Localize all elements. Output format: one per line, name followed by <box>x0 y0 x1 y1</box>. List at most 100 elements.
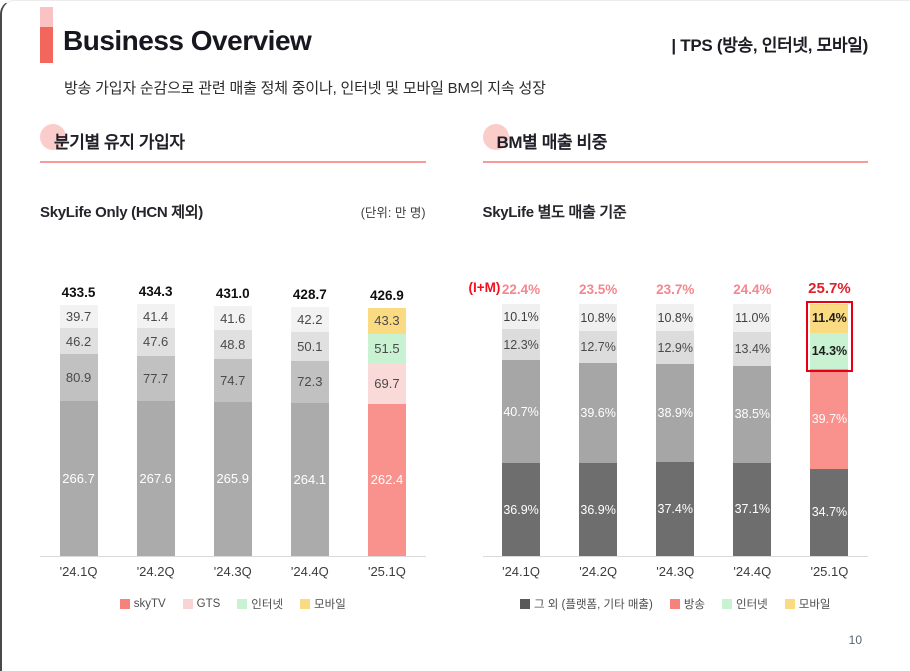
im-total-label: 23.5% <box>579 282 618 298</box>
legend-item: 방송 <box>669 596 706 612</box>
right-panel-revenue-mix: BM별 매출 비중 SkyLife 별도 매출 기준 (I+M) 22.4% 10.… <box>469 124 869 612</box>
bar-segment: 39.7% <box>810 368 849 469</box>
bar-segment: 12.9% <box>656 331 695 364</box>
bar-segment: 74.7 <box>213 358 252 402</box>
bar-column: 426.9 43.3 51.5 69.7 262.4 <box>348 278 425 556</box>
bar-segment: 11.0% <box>733 304 772 332</box>
section-bullet-circle <box>482 124 509 150</box>
stacked-bar: 41.6 48.8 74.7 265.9 <box>213 306 252 556</box>
legend-swatch <box>784 599 795 609</box>
bar-segment: 46.2 <box>59 327 98 355</box>
right-chart-subtitle: SkyLife 별도 매출 기준 <box>482 204 627 221</box>
stacked-bar: 43.3 51.5 69.7 262.4 <box>367 308 406 556</box>
right-sub-row: SkyLife 별도 매출 기준 <box>483 201 869 222</box>
bar-column: 22.4% 10.1% 12.3% 40.7% 36.9% <box>483 278 560 556</box>
page-title: Business Overview <box>63 25 312 56</box>
legend-label: 모바일 <box>314 599 346 611</box>
bar-column: 433.5 39.7 46.2 80.9 266.7 <box>40 278 117 556</box>
right-chart-legend: 그 외 (플랫폼, 기타 매출) 방송 인터넷 모바일 <box>483 596 869 612</box>
x-axis-label: '24.3Q <box>213 564 252 579</box>
x-axis-label: '24.4Q <box>733 564 772 579</box>
bar-segment: 80.9 <box>59 354 98 402</box>
bar-segment: 262.4 <box>367 403 406 556</box>
bar-segment: 48.8 <box>213 330 252 359</box>
bar-segment: 41.4 <box>136 304 175 329</box>
im-total-label: 23.7% <box>656 282 695 298</box>
bar-column: 24.4% 11.0% 13.4% 38.5% 37.1% <box>714 278 791 556</box>
legend-label: GTS <box>196 598 221 610</box>
bar-segment: 43.3 <box>367 308 406 334</box>
stacked-bar: 11.4% 14.3% 39.7% 34.7% <box>805 300 853 556</box>
bar-segment: 264.1 <box>290 402 329 556</box>
x-axis-label: '24.3Q <box>656 564 695 579</box>
bar-segment: 36.9% <box>502 463 541 556</box>
bar-column: 428.7 42.2 50.1 72.3 264.1 <box>271 278 348 556</box>
bar-segment: 267.6 <box>136 400 175 556</box>
bar-segment: 77.7 <box>136 355 175 401</box>
bar-total-label: 434.3 <box>138 284 173 300</box>
bar-segment: 47.6 <box>136 328 175 356</box>
stacked-bar: 10.1% 12.3% 40.7% 36.9% <box>502 303 541 556</box>
bar-segment: 41.6 <box>213 306 252 331</box>
bar-segment: 13.4% <box>733 331 772 366</box>
revenue-mix-chart: (I+M) 22.4% 10.1% 12.3% 40.7% 36.9% 23.5% 10.8%… <box>469 278 869 579</box>
bar-segment: 12.7% <box>579 331 618 364</box>
bar-segment: 265.9 <box>213 401 252 556</box>
section-underline <box>40 161 426 163</box>
right-section-header: BM별 매출 비중 <box>482 124 869 152</box>
stacked-bar: 10.8% 12.9% 38.9% 37.4% <box>656 304 695 556</box>
bar-column: 25.7% 11.4% 14.3% 39.7% 34.7% <box>791 278 868 556</box>
bar-segment: 39.6% <box>579 363 618 463</box>
im-total-label: 25.7% <box>808 279 851 297</box>
bars-area: 433.5 39.7 46.2 80.9 266.7 434.3 41.4 47.6 77.7 2… <box>40 278 426 556</box>
legend-swatch <box>237 599 248 609</box>
header-right-label: | TPS (방송, 인터넷, 모바일) <box>671 36 868 55</box>
right-section-title: BM별 매출 비중 <box>496 133 608 152</box>
slide-subtitle: 방송 가입자 순감으로 관련 매출 정체 중이나, 인터넷 및 모바일 BM의 … <box>64 80 546 97</box>
bar-segment: 34.7% <box>810 468 849 556</box>
bar-total-label: 433.5 <box>61 284 96 300</box>
stacked-bar: 42.2 50.1 72.3 264.1 <box>290 307 329 556</box>
left-panel-subscribers: 분기별 유지 가입자 SkyLife Only (HCN 제외) (단위: 만 … <box>40 124 426 612</box>
bar-segment: 38.9% <box>656 363 695 462</box>
legend-label: 인터넷 <box>251 599 284 611</box>
bar-segment: 10.8% <box>579 304 618 332</box>
bar-segment: 14.3% <box>810 332 849 369</box>
legend-swatch <box>519 599 530 609</box>
bar-segment: 72.3 <box>290 360 329 403</box>
unit-note: (단위: 만 명) <box>360 206 426 220</box>
left-section-header: 분기별 유지 가입자 <box>40 124 426 152</box>
content-columns: 분기별 유지 가입자 SkyLife Only (HCN 제외) (단위: 만 … <box>40 124 869 612</box>
legend-swatch <box>300 599 311 609</box>
bar-segment: 36.9% <box>579 463 618 556</box>
left-chart-subtitle: SkyLife Only (HCN 제외) <box>40 204 203 221</box>
bar-segment: 37.1% <box>733 462 772 556</box>
bar-segment: 38.5% <box>733 365 772 463</box>
legend-label: 모바일 <box>798 599 831 611</box>
stacked-bar: 39.7 46.2 80.9 266.7 <box>59 304 98 556</box>
bar-total-label: 431.0 <box>215 286 250 302</box>
bar-segment: 12.3% <box>502 329 541 361</box>
section-bullet-circle <box>40 124 66 150</box>
legend-label: 방송 <box>683 599 706 611</box>
x-axis-label: '25.1Q <box>810 564 849 579</box>
page-number: 10 <box>848 633 862 647</box>
accent-red-block <box>40 27 53 63</box>
header: Business Overview | TPS (방송, 인터넷, 모바일) <box>40 7 868 63</box>
bar-segment: 37.4% <box>656 461 695 556</box>
legend-swatch <box>182 599 193 609</box>
bar-segment: 10.1% <box>502 303 541 330</box>
bar-column: 434.3 41.4 47.6 77.7 267.6 <box>117 278 194 556</box>
bar-column: 23.7% 10.8% 12.9% 38.9% 37.4% <box>637 278 714 556</box>
left-sub-row: SkyLife Only (HCN 제외) (단위: 만 명) <box>40 201 426 222</box>
bar-segment: 51.5 <box>367 333 406 364</box>
legend-label: 그 외 (플랫폼, 기타 매출) <box>533 599 653 611</box>
bars-area: 22.4% 10.1% 12.3% 40.7% 36.9% 23.5% 10.8% 12.7%… <box>483 278 869 556</box>
x-axis-line <box>40 556 426 557</box>
x-axis-label: '24.2Q <box>136 564 175 579</box>
legend-item: 모바일 <box>784 596 831 612</box>
bar-segment: 39.7 <box>59 304 98 328</box>
im-row-label: (I+M) <box>468 280 501 295</box>
im-total-label: 24.4% <box>733 282 772 298</box>
